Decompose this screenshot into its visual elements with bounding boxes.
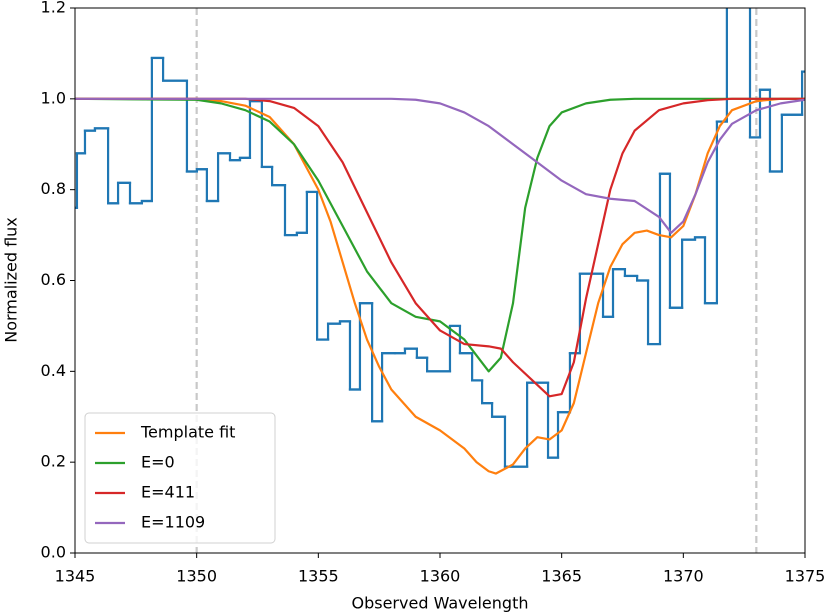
y-tick-label: 0.0 (41, 543, 66, 562)
step-connector (75, 8, 805, 468)
series-line (75, 97, 805, 234)
y-tick-label: 0.8 (41, 179, 66, 198)
x-tick-label: 1345 (55, 567, 96, 586)
y-tick-label: 0.6 (41, 270, 66, 289)
x-tick-label: 1355 (298, 567, 339, 586)
legend-label: Template fit (140, 423, 235, 442)
series-line (75, 97, 805, 373)
legend: Template fit E=0 E=411 E=1109 (84, 412, 276, 544)
series-line (75, 97, 805, 475)
legend-box (84, 412, 276, 544)
legend-label: E=0 (141, 453, 175, 472)
legend-label: E=411 (141, 483, 195, 502)
x-axis-label: Observed Wavelength (352, 594, 529, 613)
x-tick-label: 1360 (420, 567, 461, 586)
y-tick-label: 0.4 (41, 361, 66, 380)
plot-area (75, 8, 805, 553)
y-tick-label: 1.2 (41, 0, 66, 17)
x-tick-label: 1375 (785, 567, 826, 586)
x-tick-label: 1350 (176, 567, 217, 586)
axes: 1345 1350 1355 1360 1365 1370 1375 0.0 0.2 0.4 0.6… (41, 0, 826, 586)
series-line (75, 97, 805, 398)
y-tick-label: 0.2 (41, 452, 66, 471)
y-tick-label: 1.0 (41, 88, 66, 107)
x-tick-label: 1365 (541, 567, 582, 586)
y-axis-label: Normalized flux (2, 217, 21, 343)
legend-label: E=1109 (141, 513, 205, 532)
x-tick-label: 1370 (663, 567, 704, 586)
